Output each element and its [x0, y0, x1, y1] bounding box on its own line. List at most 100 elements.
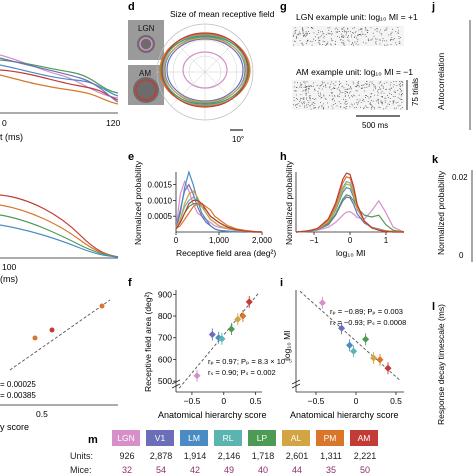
panel-g-lgn-spike [348, 40, 350, 42]
units-lgn: 926 [119, 451, 135, 461]
panel-g-am-spike [363, 107, 365, 109]
panel-g-am-spike [363, 108, 364, 109]
panel-g-am-spike [356, 90, 358, 92]
panel-g-am-spike [362, 99, 363, 101]
panel-g-am-spike [312, 98, 314, 99]
panel-g-am-spike [338, 101, 340, 103]
left-score-label: y score [0, 422, 29, 432]
panel-g-am-spike [395, 91, 396, 93]
panel-g-am-spike [344, 93, 346, 95]
panel-g-am-spike [400, 86, 401, 87]
panel-e-chart: 0.0005 0.0010 0.0015 0 1,000 2,000 Normalized… [133, 160, 276, 258]
panel-g-am-spike [339, 93, 340, 95]
panel-g-lgn-spike [365, 27, 366, 28]
panel-g-am-spike [332, 99, 333, 101]
panel-g-lgn-spike [354, 37, 355, 38]
left-fragment-top: 0 120 t (ms) [0, 54, 120, 142]
panel-g-lgn-spike [293, 35, 294, 37]
panel-g-am-spike [393, 95, 394, 97]
panel-g-am-spike [367, 107, 369, 108]
panel-g-am-spike [317, 92, 319, 94]
panel-g-lgn-spike [385, 29, 387, 31]
panel-g-lgn-spike [324, 41, 326, 42]
panel-g-am-spike [365, 95, 366, 96]
panel-g-lgn-spike [384, 44, 385, 46]
panel-g-lgn-spike [341, 36, 343, 37]
panel-g-lgn-spike [303, 35, 304, 37]
panel-g-am-spike [295, 94, 297, 96]
panel-g-lgn-spike [328, 29, 330, 31]
panel-g-lgn-spike [354, 32, 356, 34]
panel-g-am-spike [400, 95, 402, 97]
panel-g-lgn-spike [325, 44, 327, 45]
panel-g-lgn-spike [330, 43, 331, 45]
panel-g-am-spike [380, 81, 382, 83]
panel-g-am-spike [313, 85, 314, 87]
panel-g-am-spike [379, 86, 380, 88]
panel-g-am-spike [401, 94, 403, 95]
panel-g-lgn-spike [317, 37, 319, 38]
legend-chip-lm: LM [180, 430, 208, 446]
panel-g-lgn-spike [365, 42, 367, 44]
panel-g-am-spike [359, 99, 361, 101]
panel-g-lgn-spike [294, 31, 296, 33]
panel-g-am-spike [389, 84, 391, 86]
panel-g-lgn-spike [380, 29, 381, 31]
panel-g-lgn-spike [342, 42, 344, 44]
panel-g-am-spike [335, 81, 337, 83]
panel-g-lgn-spike [332, 40, 334, 42]
panel-g-am-spike [333, 83, 334, 85]
panel-g-lgn-spike [315, 40, 316, 41]
units-v1: 2,878 [149, 451, 173, 461]
panel-g-lgn-spike [347, 28, 348, 30]
panel-g-lgn-spike [306, 43, 307, 44]
panel-g-am-spike [334, 100, 335, 102]
panel-g-lgn-spike [340, 39, 342, 40]
panel-g-lgn-spike [328, 33, 330, 35]
panel-g-lgn-spike [323, 35, 325, 37]
panel-g-am-spike [395, 102, 397, 104]
legend-chip-pm: PM [316, 430, 344, 446]
panel-g-am-spike [368, 97, 370, 99]
panel-g-am-spike [357, 103, 358, 105]
panel-g-am-spike [323, 82, 325, 84]
panel-g-am-spike [377, 90, 378, 92]
panel-g-lgn-spike [362, 41, 364, 43]
panel-g-lgn-spike [373, 35, 375, 37]
panel-g-am-spike [323, 107, 325, 108]
panel-g-lgn-spike [307, 27, 309, 28]
panel-g-am-spike [349, 97, 351, 99]
panel-g-lgn-spike [398, 42, 400, 44]
panel-g-am-spike [340, 91, 342, 93]
panel-h-series-line [295, 194, 405, 233]
panel-g-am-spike [401, 90, 403, 92]
panel-g-am-spike [310, 97, 311, 99]
panel-letter-m: m [88, 434, 98, 446]
panel-g-am-spike [393, 81, 395, 82]
panel-g-am-spike [367, 83, 369, 85]
panel-g-am-spike [385, 97, 387, 99]
panel-i-stat-2: rₛ = −0.93; Pₛ = 0.0008 [330, 318, 406, 327]
panel-g-lgn-spike [296, 37, 297, 38]
panel-g-lgn-spike [360, 33, 361, 35]
panel-i-point [346, 341, 354, 349]
panel-g-am-spike [337, 95, 339, 96]
panel-g-am-spike [372, 106, 374, 108]
panel-g-am-spike [314, 90, 316, 92]
panel-g-am-spike [383, 82, 385, 84]
panel-i-point [318, 299, 326, 307]
panel-g-am-spike [371, 106, 372, 108]
panel-g-am-spike [380, 96, 382, 98]
panel-f-ytick-label: 500 [158, 376, 172, 386]
legend-chip-lp: LP [248, 430, 276, 446]
panel-g-lgn-spike [356, 37, 357, 39]
panel-g-am-spike [369, 103, 371, 105]
panel-g-lgn-spike [357, 38, 359, 40]
panel-g-am-spike [316, 85, 318, 86]
panel-g-am-spike [321, 97, 323, 98]
panel-i-point [362, 335, 370, 343]
panel-g-am-spike [308, 91, 309, 93]
panel-i-point [350, 347, 358, 355]
panel-g-am-spike [344, 89, 346, 90]
panel-g-am-spike [349, 106, 351, 108]
